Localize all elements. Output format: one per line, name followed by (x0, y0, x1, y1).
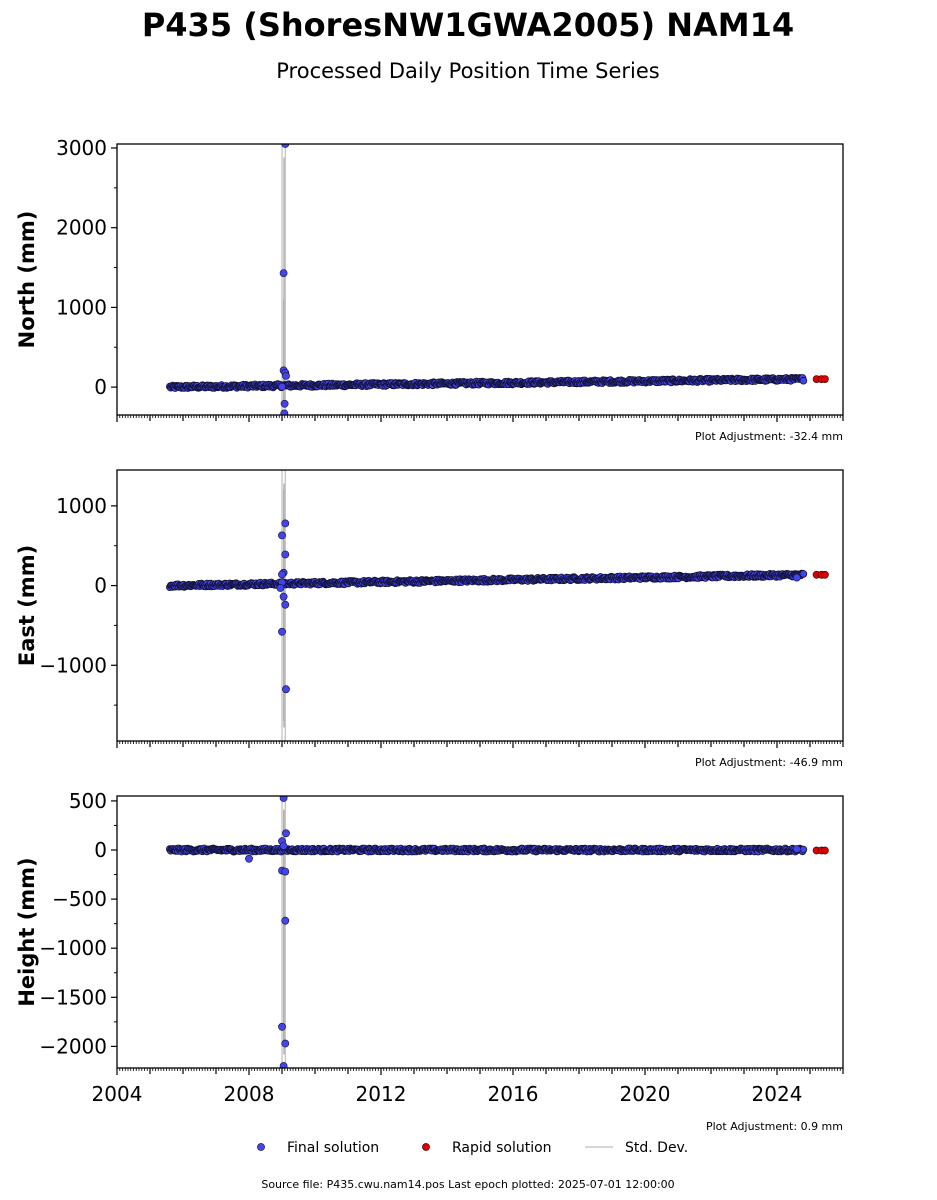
final-solution-outlier (281, 144, 290, 148)
final-solution-outlier (280, 399, 289, 408)
final-solution-outlier (245, 854, 253, 863)
panel-east: −1000 0 1000 East (mm) Plot Adjustment: -46.… (15, 469, 844, 769)
final-solution-outlier (281, 1039, 290, 1048)
final-solution-outlier (278, 570, 286, 579)
final-solution-outlier (281, 600, 290, 609)
y-tick-label: 0 (94, 574, 107, 598)
final-solution-point (799, 570, 808, 578)
final-solution-outlier (278, 627, 286, 636)
final-solution-outlier (281, 867, 290, 876)
final-solution-outlier (279, 842, 288, 850)
final-solution-outlier (276, 584, 285, 592)
y-axis-title: East (mm) (15, 545, 39, 666)
plot-frame (116, 143, 844, 416)
final-solution-outlier (280, 409, 289, 415)
final-solution-outlier (792, 845, 801, 853)
y-tick-label: 0 (94, 838, 107, 862)
x-tick-label: 2020 (620, 1082, 671, 1106)
legend-marker (422, 1143, 430, 1151)
legend-label: Std. Dev. (625, 1140, 688, 1156)
final-solution-outlier (281, 519, 290, 528)
rapid-solution-point (821, 846, 829, 855)
final-solution-outlier (278, 1022, 286, 1031)
rapid-solution-point (821, 375, 829, 383)
y-tick-label: 1000 (56, 295, 107, 319)
final-solution-outlier (281, 550, 290, 559)
legend-label: Final solution (287, 1140, 379, 1156)
y-tick-label: 1000 (56, 494, 107, 518)
y-axis-title: North (mm) (15, 211, 39, 349)
rapid-solution-point (821, 570, 829, 579)
final-solution-outlier (282, 829, 290, 838)
x-tick-label: 2008 (224, 1082, 275, 1106)
legend-entry: Std. Dev. (585, 1140, 688, 1156)
panels: 0 1000 2000 3000 North (mm) Plot Adjustment: … (15, 136, 844, 1133)
final-solution-outlier (792, 573, 801, 582)
plot-frame (116, 795, 844, 1069)
final-solution-outlier (282, 371, 290, 380)
x-tick-label: 2016 (488, 1082, 539, 1106)
y-tick-label: 0 (94, 375, 107, 399)
final-solution-outlier (281, 916, 290, 925)
plot-area (166, 144, 829, 415)
x-tick-label: 2024 (752, 1082, 803, 1106)
y-tick-label: 500 (69, 789, 107, 813)
panel-height: −2000 −1500 −1000 −500 0 500 Height (mm) 2004 20… (15, 789, 844, 1133)
final-solution-outlier (279, 796, 288, 802)
plot-area (166, 470, 829, 741)
y-tick-label: 3000 (56, 136, 107, 160)
final-solution-outlier (279, 592, 288, 601)
final-solution-outlier (279, 1062, 288, 1068)
plot-frame (116, 469, 844, 742)
x-tick-label: 2004 (92, 1082, 143, 1106)
legend-label: Rapid solution (452, 1140, 552, 1156)
final-solution-outlier (282, 685, 290, 694)
final-solution-outlier (278, 531, 286, 540)
plot-area (166, 796, 829, 1068)
y-tick-label: −1000 (39, 653, 107, 677)
final-solution-outlier (278, 382, 286, 391)
final-solution-point (799, 376, 808, 385)
y-tick-label: −500 (52, 887, 107, 911)
y-tick-label: 2000 (56, 216, 107, 240)
y-tick-label: −2000 (39, 1034, 107, 1058)
legend-entry: Rapid solution (422, 1140, 552, 1156)
x-tick-label: 2012 (356, 1082, 407, 1106)
plot-adjustment-note: Plot Adjustment: -46.9 mm (695, 756, 843, 769)
chart-subtitle: Processed Daily Position Time Series (276, 59, 660, 83)
legend-entry: Final solution (257, 1140, 379, 1156)
panel-north: 0 1000 2000 3000 North (mm) Plot Adjustment: … (15, 136, 844, 443)
legend: Final solution Rapid solution Std. Dev. (257, 1140, 688, 1156)
y-axis-title: Height (mm) (15, 857, 39, 1006)
chart-title: P435 (ShoresNW1GWA2005) NAM14 (142, 6, 794, 44)
plot-adjustment-note: Plot Adjustment: -32.4 mm (695, 430, 843, 443)
final-solution-point (799, 845, 808, 854)
final-solution-outlier (279, 269, 288, 277)
legend-marker (257, 1143, 265, 1151)
y-tick-label: −1500 (39, 985, 107, 1009)
plot-adjustment-note: Plot Adjustment: 0.9 mm (706, 1120, 843, 1133)
footer-source: Source file: P435.cwu.nam14.pos Last epo… (261, 1178, 674, 1191)
y-tick-label: −1000 (39, 936, 107, 960)
